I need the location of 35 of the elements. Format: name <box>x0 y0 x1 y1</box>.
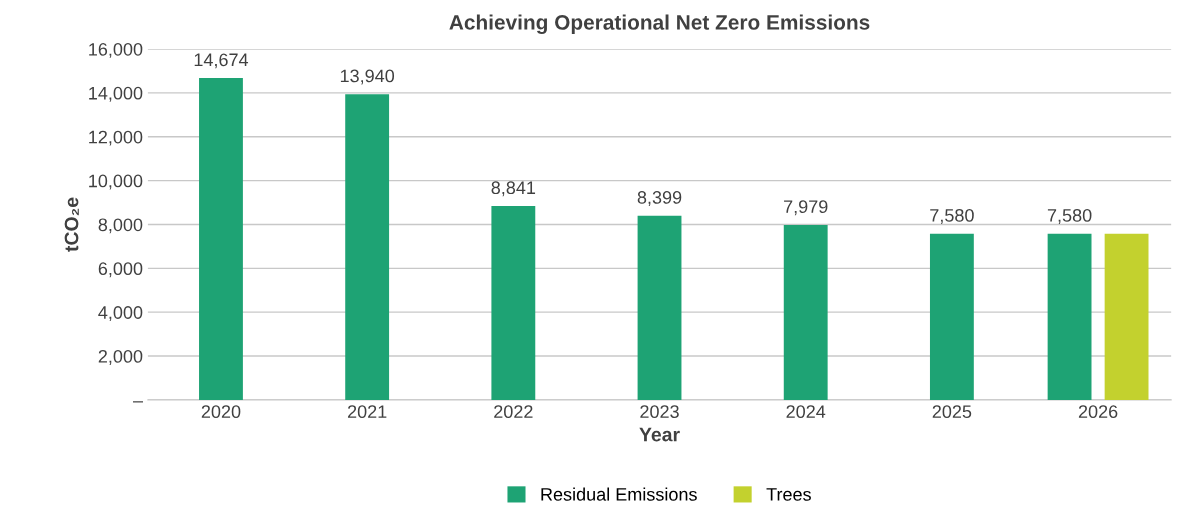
data-label: 14,674 <box>194 53 249 69</box>
legend-label: Trees <box>766 488 811 501</box>
data-label: 7,580 <box>1047 208 1092 224</box>
y-tick-label: 6,000 <box>98 262 143 278</box>
y-axis-title: tCO₂e <box>64 197 79 252</box>
y-tick-label: 2,000 <box>98 349 143 365</box>
x-tick-label: 2026 <box>1078 405 1118 419</box>
data-label: 7,979 <box>784 200 828 216</box>
y-tick-label: – <box>132 401 144 403</box>
chart-title: Achieving Operational Net Zero Emissions <box>449 14 870 34</box>
data-label: 7,580 <box>930 208 974 224</box>
x-axis-title: Year <box>639 427 680 442</box>
y-tick-label: 12,000 <box>89 130 143 146</box>
y-tick-label: 10,000 <box>89 174 143 190</box>
data-label: 8,841 <box>491 181 536 197</box>
bar <box>783 224 828 400</box>
bar <box>1104 233 1149 400</box>
data-label: 8,399 <box>637 191 682 206</box>
bar <box>929 233 974 400</box>
x-tick-label: 2025 <box>932 405 972 419</box>
x-tick-label: 2023 <box>640 405 679 419</box>
y-tick-label: 4,000 <box>98 306 143 322</box>
y-tick-label: 14,000 <box>89 86 143 102</box>
data-label: 13,940 <box>340 69 395 85</box>
bar <box>199 78 243 400</box>
y-tick-label: 8,000 <box>98 218 143 234</box>
y-tick-label: 16,000 <box>89 42 143 58</box>
bar <box>637 215 682 400</box>
x-tick-label: 2022 <box>494 405 533 419</box>
x-tick-label: 2021 <box>347 405 387 419</box>
x-tick-label: 2024 <box>786 405 826 419</box>
x-tick-label: 2020 <box>201 405 241 419</box>
bar <box>491 206 536 400</box>
legend-label: Residual Emissions <box>541 487 697 501</box>
bar <box>345 94 390 400</box>
